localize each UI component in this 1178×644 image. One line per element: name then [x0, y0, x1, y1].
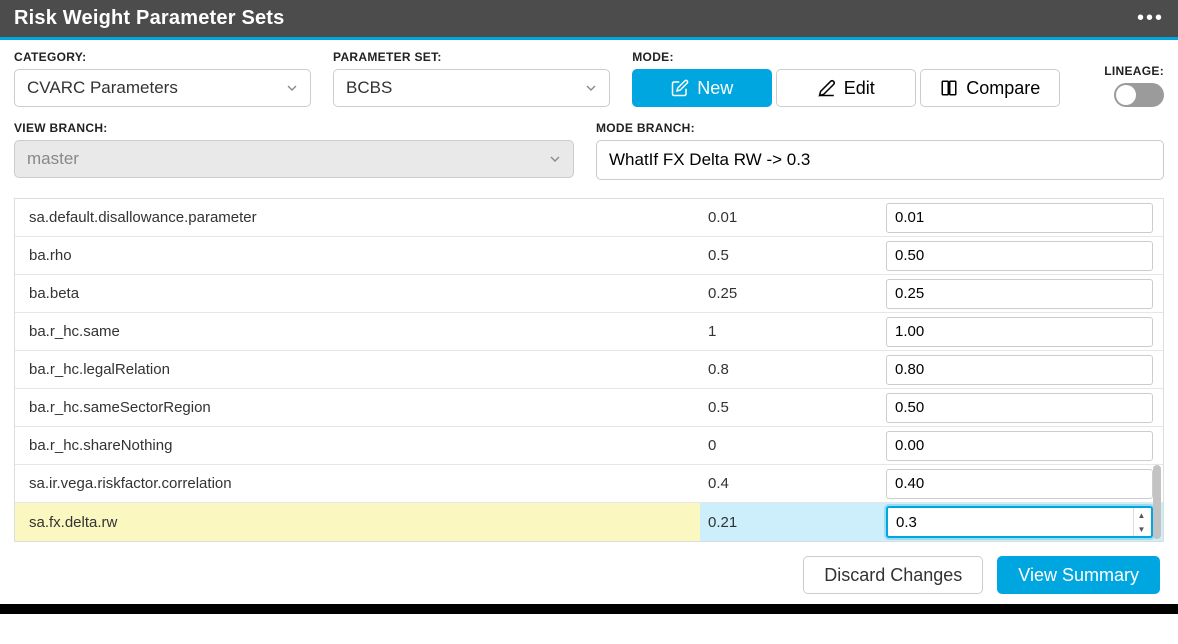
vertical-scrollbar[interactable] [1151, 199, 1161, 541]
table-row: sa.ir.vega.riskfactor.correlation0.4 [15, 465, 1163, 503]
param-input-cell [880, 431, 1163, 461]
table-row: ba.rho0.5 [15, 237, 1163, 275]
table-row: ba.r_hc.shareNothing0 [15, 427, 1163, 465]
param-current-cell: 0 [700, 437, 880, 454]
param-value-input[interactable] [886, 203, 1153, 233]
mode-new-button[interactable]: New [632, 69, 772, 107]
param-input-cell [880, 279, 1163, 309]
param-current-cell: 0.25 [700, 285, 880, 302]
param-value-input[interactable] [886, 241, 1153, 271]
param-input-cell [880, 355, 1163, 385]
spinner-up-icon[interactable]: ▲ [1134, 508, 1149, 522]
parameter-set-select-value: BCBS [346, 78, 392, 98]
discard-label: Discard Changes [824, 565, 962, 586]
footer-buttons: Discard Changes View Summary [0, 542, 1178, 604]
view-summary-button[interactable]: View Summary [997, 556, 1160, 594]
mode-branch-label: MODE BRANCH: [596, 121, 1164, 135]
param-current-cell: 0.5 [700, 247, 880, 264]
parameter-set-label: PARAMETER SET: [333, 50, 610, 64]
param-name-cell: ba.r_hc.same [15, 323, 700, 340]
chevron-down-icon [583, 80, 599, 96]
param-current-cell: 0.8 [700, 361, 880, 378]
top-controls-row: CATEGORY: CVARC Parameters PARAMETER SET… [0, 40, 1178, 107]
lineage-toggle[interactable] [1114, 83, 1164, 107]
param-value-input[interactable] [886, 279, 1153, 309]
table-row: ba.r_hc.same1 [15, 313, 1163, 351]
mode-label: MODE: [632, 50, 1060, 64]
table-row: ba.r_hc.sameSectorRegion0.5 [15, 389, 1163, 427]
chevron-down-icon [547, 151, 563, 167]
table-row: sa.fx.delta.rw0.21 ▲▼ [15, 503, 1163, 541]
lineage-field-group: LINEAGE: [1104, 64, 1164, 107]
param-name-cell: ba.beta [15, 285, 700, 302]
mode-field-group: MODE: New Edit Compare [632, 50, 1060, 107]
mode-compare-button[interactable]: Compare [920, 69, 1060, 107]
param-value-input[interactable] [886, 355, 1153, 385]
bottom-bar [0, 604, 1178, 614]
mode-compare-label: Compare [966, 78, 1040, 99]
view-branch-value: master [27, 149, 79, 169]
param-current-cell: 0.5 [700, 399, 880, 416]
param-input-cell [880, 317, 1163, 347]
branch-row: VIEW BRANCH: master MODE BRANCH: [0, 107, 1178, 180]
mode-button-row: New Edit Compare [632, 69, 1060, 107]
table-row: ba.r_hc.legalRelation0.8 [15, 351, 1163, 389]
param-current-cell: 1 [700, 323, 880, 340]
param-name-cell: ba.r_hc.legalRelation [15, 361, 700, 378]
param-current-cell: 0.4 [700, 475, 880, 492]
view-branch-select: master [14, 140, 574, 178]
param-value-input[interactable] [886, 393, 1153, 423]
param-value-input[interactable] [886, 317, 1153, 347]
parameter-set-field-group: PARAMETER SET: BCBS [333, 50, 610, 107]
param-name-cell: sa.ir.vega.riskfactor.correlation [15, 475, 700, 492]
table-row: sa.default.disallowance.parameter0.01 [15, 199, 1163, 237]
mode-edit-button[interactable]: Edit [776, 69, 916, 107]
category-label: CATEGORY: [14, 50, 311, 64]
spinner-buttons[interactable]: ▲▼ [1133, 508, 1149, 536]
parameter-table: sa.default.disallowance.parameter0.01ba.… [14, 198, 1164, 542]
table-row: ba.beta0.25 [15, 275, 1163, 313]
category-select[interactable]: CVARC Parameters [14, 69, 311, 107]
edit-square-icon [671, 79, 689, 97]
mode-new-label: New [697, 78, 733, 99]
param-input-cell [880, 241, 1163, 271]
param-value-input[interactable] [886, 431, 1153, 461]
param-input-cell: ▲▼ [880, 503, 1163, 541]
category-field-group: CATEGORY: CVARC Parameters [14, 50, 311, 107]
param-name-cell: sa.fx.delta.rw [15, 503, 700, 541]
chevron-down-icon [284, 80, 300, 96]
param-input-cell [880, 469, 1163, 499]
more-menu-icon[interactable]: ••• [1137, 7, 1164, 30]
param-input-cell [880, 203, 1163, 233]
view-branch-label: VIEW BRANCH: [14, 121, 574, 135]
page-title: Risk Weight Parameter Sets [14, 7, 285, 30]
param-name-cell: sa.default.disallowance.parameter [15, 209, 700, 226]
category-select-value: CVARC Parameters [27, 78, 178, 98]
param-input-cell [880, 393, 1163, 423]
param-value-input[interactable] [886, 506, 1153, 538]
discard-changes-button[interactable]: Discard Changes [803, 556, 983, 594]
toggle-knob [1116, 85, 1136, 105]
scrollbar-thumb[interactable] [1153, 465, 1161, 539]
param-name-cell: ba.r_hc.sameSectorRegion [15, 399, 700, 416]
mode-branch-field-group: MODE BRANCH: [596, 121, 1164, 180]
param-current-cell: 0.21 [700, 503, 880, 541]
compare-icon [940, 79, 958, 97]
view-branch-field-group: VIEW BRANCH: master [14, 121, 574, 180]
view-summary-label: View Summary [1018, 565, 1139, 586]
param-name-cell: ba.r_hc.shareNothing [15, 437, 700, 454]
param-current-cell: 0.01 [700, 209, 880, 226]
mode-edit-label: Edit [844, 78, 875, 99]
param-value-input[interactable] [886, 469, 1153, 499]
spinner-down-icon[interactable]: ▼ [1134, 522, 1149, 536]
lineage-label: LINEAGE: [1104, 64, 1164, 78]
titlebar: Risk Weight Parameter Sets ••• [0, 0, 1178, 40]
pencil-icon [818, 79, 836, 97]
param-name-cell: ba.rho [15, 247, 700, 264]
mode-branch-input[interactable] [596, 140, 1164, 180]
parameter-set-select[interactable]: BCBS [333, 69, 610, 107]
